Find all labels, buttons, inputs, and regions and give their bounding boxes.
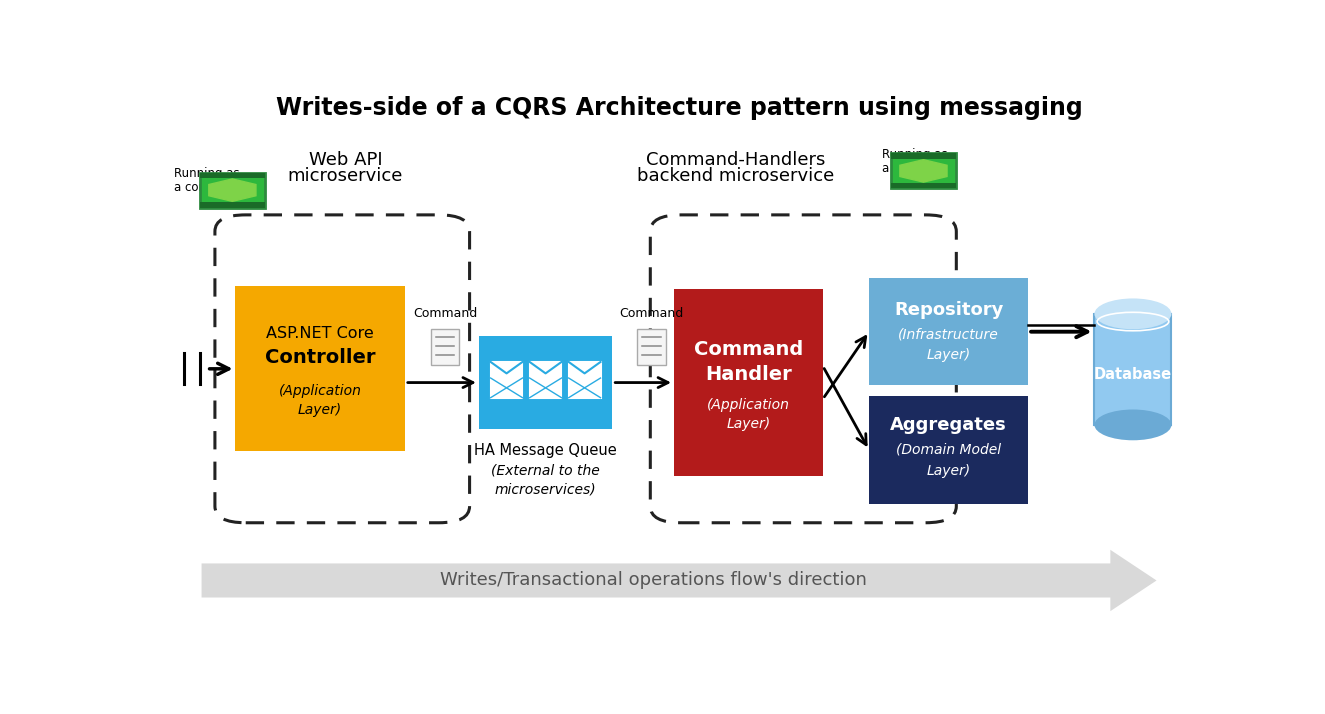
Text: Command: Command	[413, 307, 477, 321]
Text: Layer): Layer)	[726, 417, 770, 431]
FancyBboxPatch shape	[200, 173, 265, 178]
Text: Layer): Layer)	[926, 464, 971, 478]
Text: Aggregates: Aggregates	[890, 416, 1007, 434]
Text: Controller: Controller	[265, 348, 375, 367]
FancyBboxPatch shape	[478, 336, 612, 429]
FancyBboxPatch shape	[890, 183, 957, 188]
FancyBboxPatch shape	[869, 278, 1028, 386]
Polygon shape	[900, 160, 947, 182]
Text: (External to the: (External to the	[492, 463, 600, 478]
FancyBboxPatch shape	[869, 396, 1028, 503]
FancyBboxPatch shape	[890, 154, 957, 159]
Text: (Domain Model: (Domain Model	[896, 443, 1002, 457]
Text: Handler: Handler	[705, 365, 792, 384]
FancyBboxPatch shape	[1094, 314, 1171, 425]
FancyBboxPatch shape	[637, 329, 665, 365]
FancyBboxPatch shape	[674, 289, 823, 476]
Ellipse shape	[1094, 298, 1171, 329]
Text: Database: Database	[1094, 367, 1173, 382]
FancyBboxPatch shape	[200, 202, 265, 208]
FancyBboxPatch shape	[200, 173, 265, 208]
FancyBboxPatch shape	[568, 362, 600, 398]
Text: Running as: Running as	[882, 148, 947, 161]
FancyBboxPatch shape	[236, 286, 405, 451]
Text: Web API: Web API	[309, 151, 382, 169]
Polygon shape	[201, 550, 1157, 611]
Ellipse shape	[1094, 410, 1171, 441]
FancyBboxPatch shape	[530, 362, 562, 398]
Text: Writes/Transactional operations flow's direction: Writes/Transactional operations flow's d…	[440, 571, 867, 590]
Text: HA Message Queue: HA Message Queue	[474, 443, 617, 458]
Text: a container: a container	[174, 181, 241, 194]
Text: backend microservice: backend microservice	[637, 167, 835, 186]
Text: (Infrastructure: (Infrastructure	[898, 328, 999, 341]
Text: Writes-side of a CQRS Architecture pattern using messaging: Writes-side of a CQRS Architecture patte…	[276, 96, 1083, 120]
Text: Layer): Layer)	[298, 403, 342, 417]
FancyBboxPatch shape	[431, 329, 460, 365]
Polygon shape	[209, 179, 256, 201]
FancyBboxPatch shape	[490, 362, 522, 398]
Text: a container: a container	[882, 161, 950, 175]
Text: ASP.NET Core: ASP.NET Core	[266, 326, 374, 341]
FancyBboxPatch shape	[890, 154, 957, 188]
Text: (Application: (Application	[278, 384, 362, 398]
Text: Command: Command	[619, 307, 684, 321]
Text: microservice: microservice	[288, 167, 403, 186]
Text: Layer): Layer)	[926, 348, 971, 362]
Text: Command: Command	[694, 340, 803, 359]
Text: (Application: (Application	[708, 398, 790, 411]
Text: Command-Handlers: Command-Handlers	[645, 151, 825, 169]
Text: Running as: Running as	[174, 167, 240, 180]
Text: Repository: Repository	[894, 301, 1003, 318]
Text: microservices): microservices)	[494, 483, 596, 497]
